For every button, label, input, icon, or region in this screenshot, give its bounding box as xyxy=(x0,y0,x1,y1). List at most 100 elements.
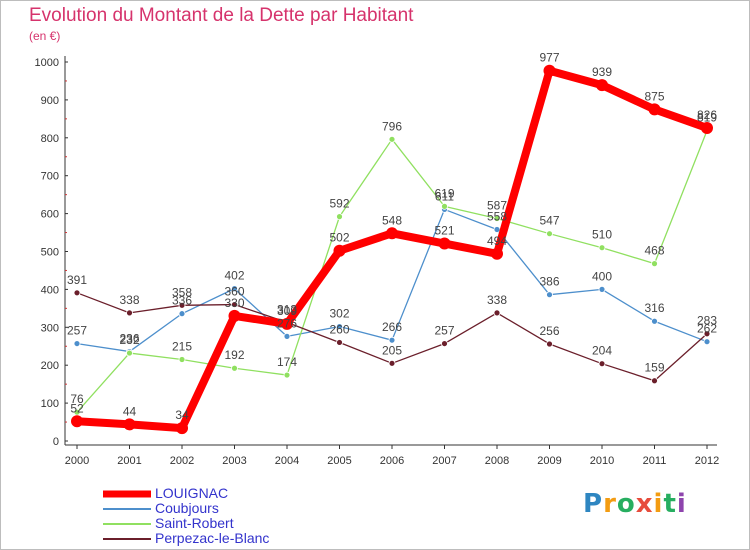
data-label: 257 xyxy=(434,324,454,338)
data-label: 360 xyxy=(224,285,244,299)
logo-letter: P xyxy=(583,489,604,519)
x-tick-label: 2004 xyxy=(275,455,299,467)
logo-letter: o xyxy=(616,489,636,519)
y-tick-label: 1000 xyxy=(35,57,59,69)
data-point xyxy=(178,310,186,318)
data-point xyxy=(71,415,83,428)
data-label: 276 xyxy=(277,316,297,330)
data-point xyxy=(178,301,186,309)
data-label: 358 xyxy=(172,285,192,299)
data-point xyxy=(651,260,658,268)
data-point xyxy=(701,121,713,134)
y-tick-label: 0 xyxy=(53,436,59,448)
data-label: 386 xyxy=(539,275,559,289)
data-point xyxy=(126,309,133,317)
data-label: 44 xyxy=(123,404,137,418)
legend-label: LOUIGNAC xyxy=(155,485,229,501)
data-label: 52 xyxy=(70,401,84,415)
data-point xyxy=(493,226,501,233)
data-point xyxy=(491,247,503,260)
x-tick-label: 2011 xyxy=(643,455,667,467)
logo-letter: t xyxy=(663,489,677,519)
legend-item: LOUIGNAC xyxy=(155,485,228,501)
data-label: 76 xyxy=(70,392,84,406)
x-tick-label: 2002 xyxy=(170,455,194,467)
legend-label: Saint-Robert xyxy=(155,515,234,531)
y-tick-label: 100 xyxy=(41,398,59,410)
data-label: 192 xyxy=(224,348,244,362)
data-label: 592 xyxy=(329,197,349,211)
data-label: 939 xyxy=(592,65,612,79)
x-tick-label: 2007 xyxy=(432,455,456,467)
data-point xyxy=(651,317,658,325)
data-point xyxy=(598,244,606,252)
logo-letter: i xyxy=(653,489,664,519)
data-point xyxy=(336,213,343,221)
data-label: 521 xyxy=(434,224,454,238)
data-label: 262 xyxy=(697,322,717,336)
data-point xyxy=(438,237,451,250)
x-tick-label: 2000 xyxy=(65,455,89,467)
data-label: 313 xyxy=(277,302,297,316)
x-tick-label: 2009 xyxy=(537,455,561,467)
data-point xyxy=(386,227,398,240)
data-label: 611 xyxy=(435,189,454,203)
y-tick-label: 700 xyxy=(41,171,59,183)
data-label: 468 xyxy=(644,244,664,258)
y-tick-label: 400 xyxy=(41,284,59,296)
data-point xyxy=(388,336,396,344)
data-point xyxy=(228,309,241,322)
data-label: 309 xyxy=(277,304,297,318)
data-label: 215 xyxy=(172,340,192,354)
data-point xyxy=(231,364,238,372)
logo-letter: r xyxy=(603,489,617,519)
data-label: 391 xyxy=(67,273,87,287)
legend-item: Saint-Robert xyxy=(155,515,234,531)
y-tick-label: 800 xyxy=(41,133,59,145)
x-tick-label: 2010 xyxy=(590,455,614,467)
proxiti-logo: Proxiti xyxy=(583,489,687,519)
chart-subtitle: (en €) xyxy=(29,29,61,43)
x-tick-label: 2001 xyxy=(117,455,141,467)
logo-letter: x xyxy=(635,489,654,519)
data-label: 796 xyxy=(382,119,402,133)
y-tick-label: 900 xyxy=(41,95,59,107)
data-point xyxy=(281,317,293,330)
data-point xyxy=(493,309,501,317)
data-point xyxy=(493,215,501,222)
y-tick-label: 500 xyxy=(41,247,59,259)
data-label: 875 xyxy=(644,89,664,103)
data-point xyxy=(651,377,658,385)
data-label: 232 xyxy=(119,333,139,347)
data-point xyxy=(126,349,133,357)
chart-title: Evolution du Montant de la Dette par Hab… xyxy=(29,5,414,26)
data-label: 547 xyxy=(539,214,559,228)
data-point xyxy=(441,340,448,347)
data-label: 494 xyxy=(487,234,507,248)
data-point xyxy=(336,339,343,346)
data-point xyxy=(703,330,711,338)
data-label: 826 xyxy=(697,108,717,122)
data-point xyxy=(596,79,608,92)
legend-label: Perpezac-le-Blanc xyxy=(155,530,270,546)
data-label: 548 xyxy=(382,213,402,227)
logo-letter: i xyxy=(676,489,687,519)
data-label: 283 xyxy=(697,314,717,328)
data-point xyxy=(73,408,81,416)
data-point xyxy=(336,323,343,330)
data-label: 502 xyxy=(329,231,349,245)
data-label: 338 xyxy=(487,293,507,307)
data-label: 316 xyxy=(644,301,664,315)
data-label: 402 xyxy=(224,269,244,283)
x-tick-label: 2008 xyxy=(485,455,509,467)
data-label: 336 xyxy=(172,294,192,308)
legend-item: Coubjours xyxy=(155,500,219,516)
data-point xyxy=(333,244,346,257)
data-label: 204 xyxy=(592,344,612,358)
series-line-saint-robert xyxy=(76,129,708,413)
x-tick-label: 2012 xyxy=(695,455,719,467)
data-label: 260 xyxy=(329,322,349,336)
data-label: 977 xyxy=(539,51,559,65)
data-point xyxy=(231,285,238,293)
